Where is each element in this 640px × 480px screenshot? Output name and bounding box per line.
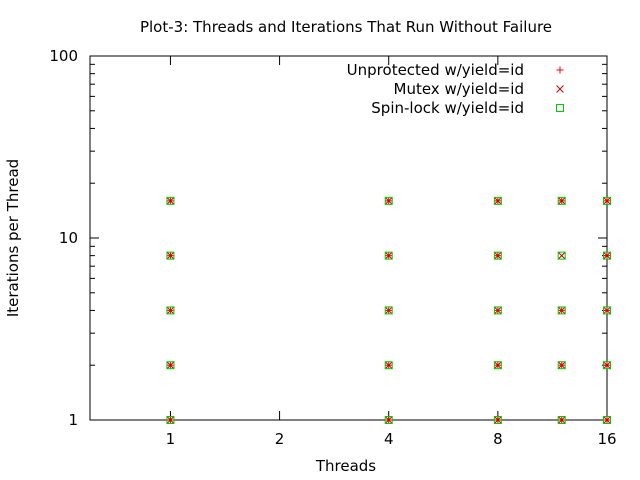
data-point	[557, 251, 566, 260]
cross-marker-b	[494, 361, 502, 370]
data-point	[603, 416, 611, 424]
data-point	[557, 361, 566, 370]
data-point	[603, 361, 611, 370]
data-point	[166, 361, 175, 370]
y-tick-label: 100	[49, 47, 78, 65]
x-tick-label: 4	[384, 430, 394, 448]
data-point	[603, 361, 611, 370]
data-point	[384, 306, 393, 315]
data-point	[384, 196, 393, 205]
cross-marker-b	[557, 416, 566, 424]
data-point	[384, 361, 393, 370]
data-point	[603, 196, 611, 205]
cross-marker-b	[557, 306, 566, 315]
legend-label: Unprotected w/yield=id	[347, 61, 524, 79]
data-point	[166, 416, 175, 424]
data-point	[557, 361, 566, 370]
y-tick-label: 1	[68, 411, 78, 429]
cross-marker-b	[384, 196, 393, 205]
cross-marker-b	[384, 361, 393, 370]
data-point	[603, 416, 611, 424]
legend-marker	[556, 104, 564, 112]
series-2	[166, 196, 611, 424]
data-point	[384, 251, 393, 260]
cross-marker-b	[166, 361, 175, 370]
data-point	[603, 251, 611, 260]
data-point	[166, 306, 175, 315]
x-tick-label: 16	[597, 430, 616, 448]
data-point	[384, 416, 393, 424]
data-point	[557, 196, 566, 205]
series-3	[166, 196, 611, 424]
cross-marker-b	[166, 416, 175, 424]
legend-marker	[556, 66, 564, 74]
cross-marker-b	[557, 361, 566, 370]
cross-marker-b	[384, 416, 393, 424]
data-point	[384, 361, 393, 370]
data-point	[493, 416, 502, 424]
cross-marker-b	[603, 196, 611, 205]
cross-marker-b	[557, 196, 566, 205]
data-point	[384, 251, 393, 260]
data-point	[166, 196, 175, 205]
x-tick-label: 8	[493, 430, 503, 448]
cross-marker-b	[557, 251, 566, 260]
x-tick-label: 2	[275, 430, 285, 448]
data-point	[493, 306, 502, 315]
cross-marker-b	[603, 416, 611, 424]
cross-marker-b	[494, 251, 502, 260]
legend-marker	[556, 85, 564, 93]
cross-marker-b	[494, 416, 502, 424]
data-point	[557, 416, 566, 424]
data-point	[384, 306, 393, 315]
cross-marker-b	[384, 306, 393, 315]
data-point	[494, 306, 502, 315]
data-point	[166, 251, 175, 260]
data-point	[166, 306, 175, 315]
data-point	[493, 361, 502, 370]
data-point	[557, 196, 566, 205]
legend-label: Spin-lock w/yield=id	[371, 99, 524, 117]
legend-label: Mutex w/yield=id	[394, 80, 524, 98]
cross-marker-b	[556, 85, 564, 93]
cross-marker-b	[603, 251, 611, 260]
data-point	[557, 306, 566, 315]
cross-marker-b	[166, 196, 175, 205]
y-tick-label: 10	[59, 229, 78, 247]
data-point	[166, 251, 175, 260]
cross-marker-b	[494, 306, 502, 315]
cross-marker-b	[166, 251, 175, 260]
data-point	[384, 196, 393, 205]
data-point	[603, 306, 611, 315]
data-point	[603, 251, 611, 260]
data-point	[557, 306, 566, 315]
cross-marker-b	[384, 251, 393, 260]
data-point	[603, 196, 611, 205]
x-axis-label: Threads	[315, 457, 376, 475]
data-point	[166, 416, 175, 424]
cross-marker-b	[603, 361, 611, 370]
data-point	[494, 361, 502, 370]
data-point	[494, 251, 502, 260]
data-point	[557, 251, 566, 260]
data-point	[166, 361, 175, 370]
cross-marker-b	[603, 306, 611, 315]
data-point	[603, 306, 611, 315]
data-point	[493, 251, 502, 260]
data-point	[494, 196, 502, 205]
data-point	[493, 196, 502, 205]
data-point	[494, 416, 502, 424]
cross-marker-b	[166, 306, 175, 315]
data-point	[384, 416, 393, 424]
chart-title: Plot-3: Threads and Iterations That Run …	[140, 18, 552, 36]
data-point	[557, 416, 566, 424]
y-axis-label: Iterations per Thread	[4, 159, 22, 317]
cross-marker-b	[494, 196, 502, 205]
markers-group	[166, 196, 611, 424]
data-point	[166, 196, 175, 205]
x-tick-label: 1	[166, 430, 176, 448]
